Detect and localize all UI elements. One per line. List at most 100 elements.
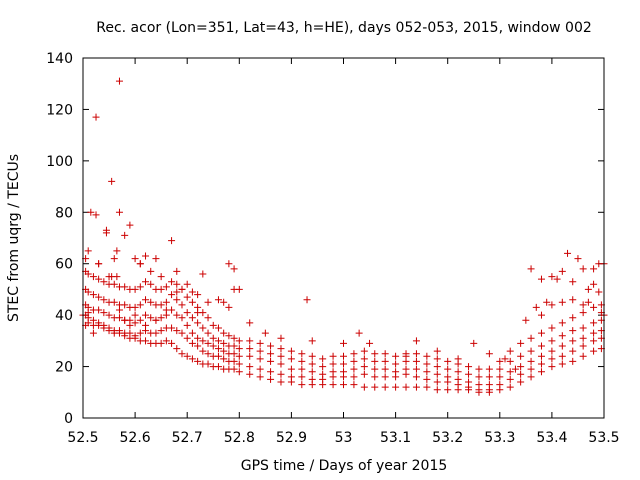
- data-point: [308, 360, 316, 368]
- data-point: [152, 316, 160, 324]
- data-point: [209, 342, 217, 350]
- data-point: [517, 378, 525, 386]
- data-point: [173, 345, 181, 353]
- data-point: [131, 319, 139, 327]
- data-point: [287, 365, 295, 373]
- data-point: [121, 316, 129, 324]
- x-tick-label: 52.8: [224, 430, 255, 446]
- data-point: [92, 211, 100, 219]
- data-point: [209, 334, 217, 342]
- data-point: [381, 365, 389, 373]
- data-point: [350, 381, 358, 389]
- data-point: [371, 373, 379, 381]
- data-point: [517, 363, 525, 371]
- data-point: [579, 309, 587, 317]
- data-point: [178, 329, 186, 337]
- data-point: [392, 360, 400, 368]
- x-tick-label: 53.3: [484, 430, 515, 446]
- data-point: [246, 345, 254, 353]
- data-point: [412, 337, 420, 345]
- data-point: [220, 329, 228, 337]
- data-point: [590, 265, 598, 273]
- data-point: [298, 357, 306, 365]
- x-tick-label: 53.4: [536, 430, 567, 446]
- data-point: [256, 339, 264, 347]
- data-point: [423, 383, 431, 391]
- data-point: [87, 208, 95, 216]
- data-point: [256, 355, 264, 363]
- data-point: [183, 334, 191, 342]
- data-point: [168, 237, 176, 245]
- data-point: [548, 347, 556, 355]
- data-point: [162, 298, 170, 306]
- data-point: [350, 357, 358, 365]
- data-point: [590, 347, 598, 355]
- data-point: [340, 368, 347, 376]
- data-point: [537, 311, 545, 319]
- data-point: [220, 339, 228, 347]
- data-point: [496, 381, 504, 389]
- data-point: [147, 314, 155, 322]
- data-point: [136, 301, 144, 309]
- data-point: [475, 365, 483, 373]
- data-point: [308, 368, 316, 376]
- data-point: [527, 265, 535, 273]
- x-tick-label: 52.5: [67, 430, 98, 446]
- data-point: [558, 332, 566, 340]
- data-point: [454, 375, 462, 383]
- data-point: [537, 342, 545, 350]
- data-point: [412, 383, 420, 391]
- data-point: [506, 368, 514, 376]
- data-point: [136, 260, 144, 268]
- x-tick-label: 52.6: [120, 430, 151, 446]
- data-point: [230, 365, 238, 373]
- data-point: [277, 334, 285, 342]
- data-point: [355, 329, 363, 337]
- data-point: [527, 373, 535, 381]
- data-point: [162, 306, 170, 314]
- data-point: [152, 255, 160, 263]
- data-point: [277, 345, 285, 353]
- data-point: [173, 267, 181, 275]
- data-point: [308, 337, 316, 345]
- data-point: [412, 373, 420, 381]
- data-point: [95, 306, 103, 314]
- data-point: [115, 306, 123, 314]
- data-point: [548, 337, 556, 345]
- data-point: [329, 360, 337, 368]
- data-point: [173, 311, 181, 319]
- data-point: [485, 350, 493, 358]
- data-point: [454, 368, 462, 376]
- data-point: [194, 334, 202, 342]
- data-point: [267, 375, 275, 383]
- data-point: [433, 347, 441, 355]
- data-point: [579, 352, 587, 360]
- data-point: [277, 352, 285, 360]
- data-point: [537, 360, 545, 368]
- data-point: [142, 278, 150, 286]
- data-point: [173, 280, 181, 288]
- data-point: [444, 373, 452, 381]
- data-point: [569, 314, 577, 322]
- data-point: [558, 319, 566, 327]
- data-point: [199, 324, 207, 332]
- data-point: [537, 275, 545, 283]
- data-point: [532, 303, 540, 311]
- data-point: [147, 267, 155, 275]
- data-point: [235, 352, 243, 360]
- data-point: [95, 293, 103, 301]
- data-point: [590, 337, 598, 345]
- data-point: [225, 260, 233, 268]
- data-point: [590, 329, 598, 337]
- data-point: [230, 350, 238, 358]
- data-point: [360, 347, 368, 355]
- data-point: [194, 357, 202, 365]
- data-point: [126, 221, 134, 229]
- data-point: [584, 285, 592, 293]
- data-point: [371, 365, 379, 373]
- data-point: [188, 339, 196, 347]
- data-point: [340, 360, 347, 368]
- data-point: [100, 296, 108, 304]
- data-point: [298, 350, 306, 358]
- data-point: [188, 288, 196, 296]
